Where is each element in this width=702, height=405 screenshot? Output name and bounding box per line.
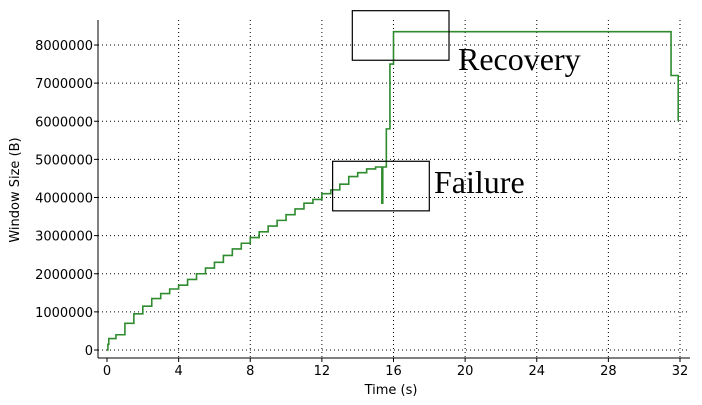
y-tick-label: 6000000 [35, 115, 93, 130]
y-tick-label: 8000000 [35, 39, 93, 54]
y-tick-label: 5000000 [35, 153, 93, 168]
x-tick-label: 8 [246, 364, 254, 379]
x-axis-title: Time (s) [364, 383, 418, 398]
x-tick-label: 28 [600, 364, 617, 379]
annotation-label: Recovery [458, 41, 581, 77]
x-ticks: 0 4 8 12 16 20 24 28 32 [103, 358, 688, 379]
x-tick-label: 16 [385, 364, 402, 379]
x-tick-label: 24 [528, 364, 545, 379]
annotation-box [332, 160, 430, 212]
grid [98, 20, 690, 358]
x-tick-label: 32 [672, 364, 689, 379]
y-ticks: 0 1000000 2000000 3000000 4000000 5000000 6000… [35, 39, 98, 359]
annotation-label: Failure [434, 164, 525, 200]
x-tick-label: 20 [457, 364, 474, 379]
y-tick-label: 2000000 [35, 268, 93, 283]
annotations: Failure Recovery [332, 10, 581, 212]
y-tick-label: 7000000 [35, 77, 93, 92]
y-tick-label: 3000000 [35, 230, 93, 245]
y-tick-label: 1000000 [35, 306, 93, 321]
annotation-box [351, 10, 450, 61]
x-tick-label: 0 [103, 364, 111, 379]
series [107, 30, 680, 351]
x-tick-label: 12 [314, 364, 331, 379]
y-tick-label: 4000000 [35, 192, 93, 207]
x-tick-label: 4 [174, 364, 182, 379]
series-line [107, 30, 680, 351]
y-axis-title: Window Size (B) [8, 137, 23, 242]
y-tick-label: 0 [85, 344, 93, 359]
